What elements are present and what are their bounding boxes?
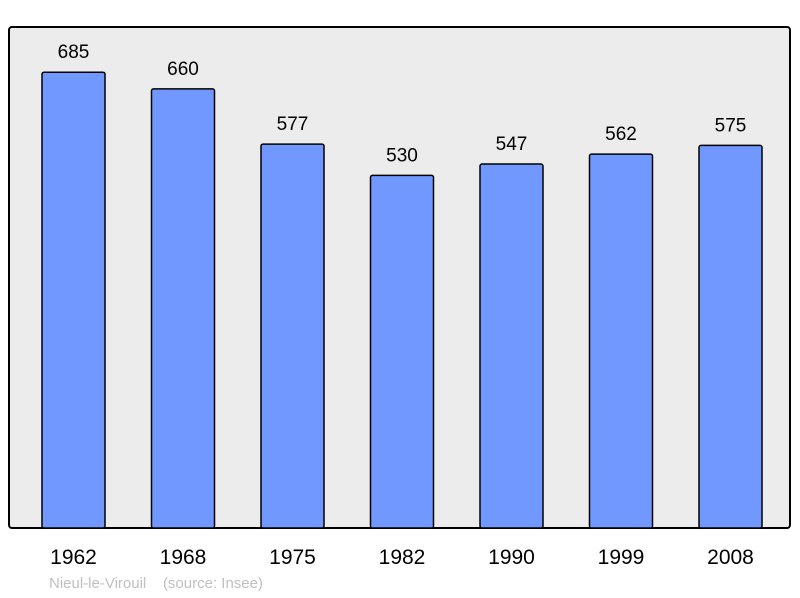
bar-1975 <box>260 143 325 529</box>
x-tick-label: 1975 <box>269 546 316 569</box>
bar-1982 <box>369 174 435 529</box>
place-name: Nieul-le-Virouil <box>49 575 147 592</box>
x-tick-label: 1999 <box>598 546 645 569</box>
x-tick-label: 1990 <box>488 546 535 569</box>
bar-1962 <box>41 71 106 529</box>
data-label: 577 <box>277 114 309 135</box>
data-label: 575 <box>715 115 747 136</box>
bar-2008 <box>698 144 763 529</box>
data-label: 562 <box>605 124 637 145</box>
data-label: 660 <box>167 59 199 80</box>
data-label: 530 <box>386 145 418 166</box>
data-label: 685 <box>58 42 90 63</box>
bar-1968 <box>150 88 216 529</box>
bar-1999 <box>588 153 654 529</box>
bar-1990 <box>479 163 544 529</box>
x-tick-label: 1982 <box>379 546 426 569</box>
source-note: (source: Insee) <box>162 575 263 592</box>
x-tick-label: 2008 <box>707 546 754 569</box>
x-tick-label: 1968 <box>160 546 207 569</box>
x-tick-label: 1962 <box>50 546 97 569</box>
data-label: 547 <box>496 134 528 155</box>
chart-footer: Nieul-le-Virouil (source: Insee) <box>49 575 263 592</box>
